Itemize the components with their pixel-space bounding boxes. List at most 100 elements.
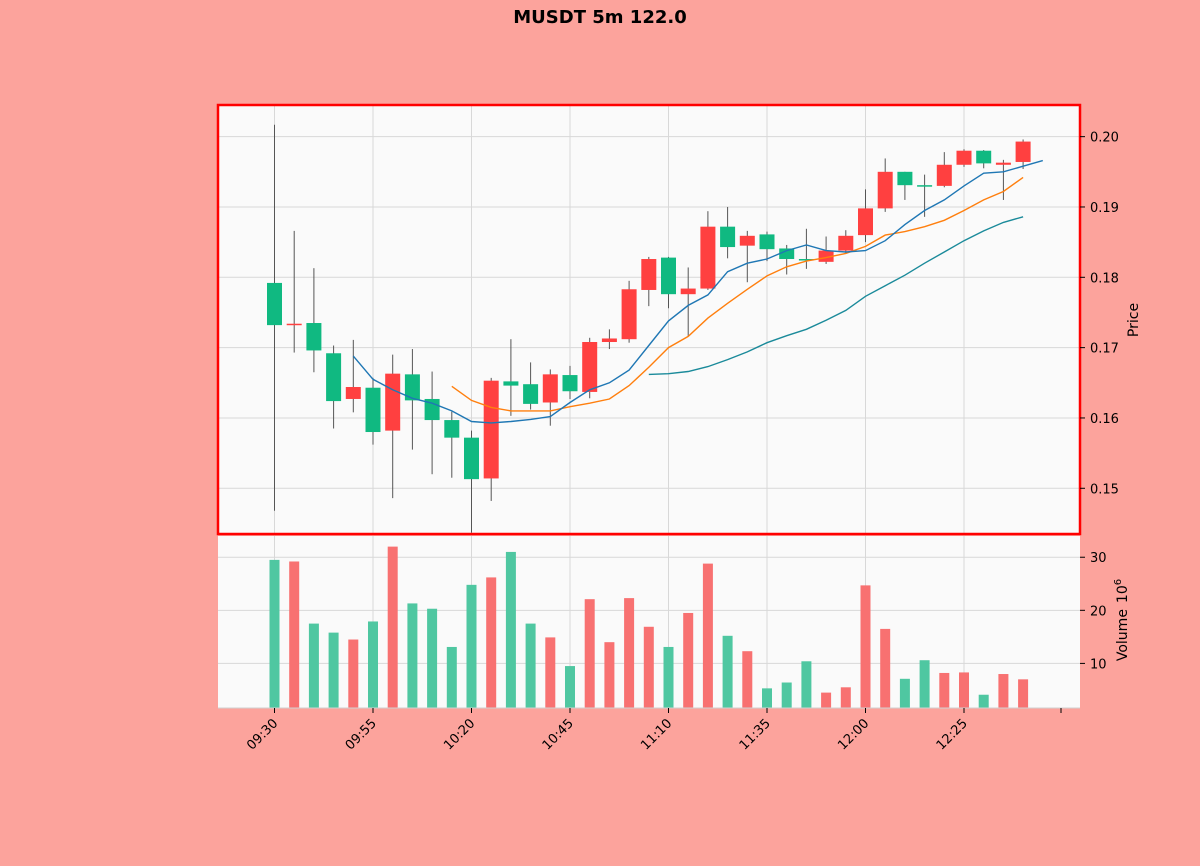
volume-bar bbox=[584, 599, 595, 708]
candle-body bbox=[759, 234, 775, 250]
volume-bar bbox=[545, 637, 556, 708]
candle-body bbox=[306, 323, 322, 351]
volume-bar bbox=[643, 626, 654, 708]
volume-bar bbox=[565, 666, 575, 708]
candle-body bbox=[700, 226, 716, 289]
candle-body bbox=[720, 226, 736, 248]
volume-bar bbox=[860, 585, 871, 708]
volume-bar bbox=[604, 642, 615, 708]
volume-tick-label: 10 bbox=[1090, 657, 1107, 672]
volume-bar bbox=[801, 661, 812, 708]
time-tick-label: 09:55 bbox=[343, 716, 380, 753]
candle-body bbox=[877, 171, 893, 209]
volume-bar bbox=[525, 623, 536, 708]
volume-bar bbox=[328, 632, 339, 708]
time-tick-label: 12:25 bbox=[934, 716, 971, 753]
candle-body bbox=[582, 342, 598, 392]
volume-bar bbox=[368, 621, 378, 708]
volume-bar bbox=[348, 639, 359, 708]
candle-body bbox=[798, 259, 814, 261]
volume-bar bbox=[781, 682, 792, 708]
volume-axis-label-text: Volume bbox=[1115, 609, 1131, 661]
candle-body bbox=[404, 374, 420, 401]
candle-body bbox=[286, 323, 302, 326]
price-panel-background bbox=[218, 105, 1080, 534]
volume-bar bbox=[624, 598, 635, 708]
volume-bar bbox=[880, 628, 891, 708]
sma-short-line bbox=[352, 159, 1043, 424]
candle-body bbox=[1015, 141, 1031, 162]
candle-body bbox=[858, 208, 873, 236]
candle-body bbox=[739, 235, 755, 246]
volume-axis-label: Volume 106 bbox=[1113, 579, 1131, 661]
candle-body bbox=[483, 380, 499, 479]
price-tick-label: 0.18 bbox=[1090, 271, 1119, 286]
sma-long-line bbox=[648, 216, 1024, 376]
candle-body bbox=[779, 248, 795, 260]
volume-bar bbox=[289, 561, 300, 708]
candle-body bbox=[562, 375, 578, 392]
volume-bar bbox=[407, 603, 418, 708]
volume-bar bbox=[899, 678, 910, 708]
candle-body bbox=[641, 259, 657, 290]
candle-body bbox=[503, 381, 519, 386]
price-panel-border bbox=[216, 103, 1082, 536]
candle-body bbox=[542, 374, 558, 403]
candle-body bbox=[267, 282, 282, 326]
volume-bar bbox=[978, 694, 989, 708]
volume-exponent-base: 10 bbox=[1115, 585, 1131, 603]
time-tick-label: 10:20 bbox=[441, 716, 478, 753]
chart-title: MUSDT 5m 122.0 bbox=[513, 7, 686, 28]
time-tick-label: 10:45 bbox=[540, 716, 577, 753]
volume-bar bbox=[663, 646, 674, 708]
candle-body bbox=[326, 353, 342, 402]
price-tick-label: 0.19 bbox=[1090, 201, 1119, 216]
volume-bar bbox=[959, 672, 969, 708]
volume-bar bbox=[427, 608, 438, 708]
time-tick-label: 12:00 bbox=[835, 716, 872, 753]
volume-bar bbox=[722, 635, 733, 708]
volume-tick-label: 30 bbox=[1090, 551, 1107, 566]
volume-bars bbox=[269, 546, 1029, 708]
volume-exponent: 6 bbox=[1113, 579, 1124, 585]
price-tick-label: 0.17 bbox=[1090, 342, 1119, 357]
time-tick-label: 09:30 bbox=[244, 716, 281, 753]
volume-axis: 10 20 30 bbox=[1080, 551, 1107, 672]
price-tick-label: 0.15 bbox=[1090, 482, 1119, 497]
candle-body bbox=[345, 387, 361, 399]
volume-bar bbox=[919, 660, 930, 708]
price-axis-label: Price bbox=[1126, 303, 1142, 337]
candle-body bbox=[956, 150, 972, 165]
candle-body bbox=[661, 257, 676, 295]
price-tick-label: 0.16 bbox=[1090, 412, 1119, 427]
candle-body bbox=[464, 437, 479, 480]
price-axis: 0.15 0.16 0.17 0.18 0.19 0.20 bbox=[1080, 131, 1119, 497]
volume-bar bbox=[446, 646, 457, 708]
candle-body bbox=[680, 288, 696, 295]
price-tick-label: 0.20 bbox=[1090, 131, 1119, 146]
moving-averages bbox=[352, 159, 1043, 424]
candle-body bbox=[601, 338, 617, 343]
time-axis: 09:30 09:55 10:20 10:45 11:10 11:35 12:00 12:25 bbox=[244, 708, 1062, 753]
candle-body bbox=[523, 384, 539, 404]
volume-bar bbox=[269, 559, 280, 708]
volume-bar bbox=[998, 674, 1009, 708]
volume-bar bbox=[466, 584, 477, 708]
time-tick-label: 11:10 bbox=[638, 716, 675, 753]
volume-bar bbox=[762, 688, 772, 708]
candle-body bbox=[976, 150, 992, 164]
volume-bar bbox=[486, 577, 497, 708]
time-tick-label: 11:35 bbox=[737, 716, 774, 753]
volume-bar bbox=[742, 651, 753, 708]
candle-body bbox=[621, 289, 637, 340]
volume-bar bbox=[505, 551, 516, 708]
candle-body bbox=[838, 235, 854, 251]
price-candles bbox=[267, 124, 1031, 533]
candle-body bbox=[818, 250, 834, 262]
sma-mid-line bbox=[451, 176, 1024, 412]
volume-bar bbox=[1018, 679, 1029, 708]
candle-body bbox=[995, 162, 1011, 165]
candle-body bbox=[897, 171, 913, 186]
volume-bar bbox=[939, 672, 950, 708]
